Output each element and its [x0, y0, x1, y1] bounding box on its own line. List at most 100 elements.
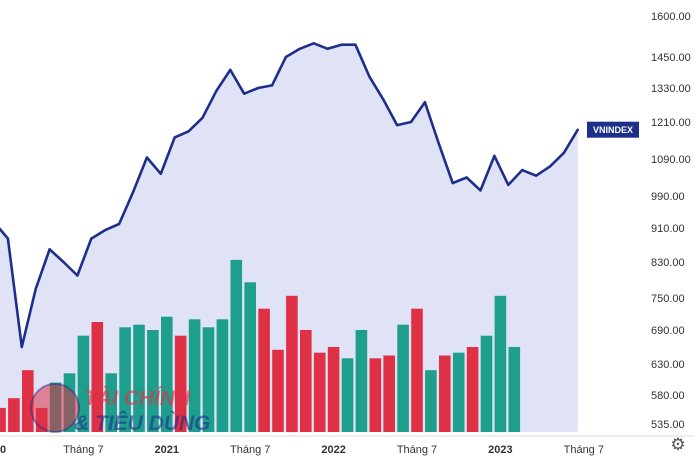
- price-point-2022-01: [270, 84, 274, 87]
- price-point-2021-01: [104, 228, 107, 232]
- volume-bar-2022-12: [425, 370, 437, 432]
- price-point-2023-02: [451, 181, 454, 185]
- x-tick-label: Tháng 7: [397, 444, 437, 456]
- x-tick-label: Tháng 7: [564, 444, 604, 456]
- gear-icon[interactable]: ⚙: [670, 435, 686, 455]
- price-point-2021-02: [117, 222, 121, 226]
- watermark-line-2: & TIÊU DÙNG: [74, 411, 211, 435]
- price-point-2021-10: [229, 68, 232, 72]
- price-point-2023-08: [534, 174, 538, 177]
- price-point-2023-06: [507, 183, 510, 187]
- x-axis: 20 Tháng 7 2021 Tháng 7 2022 Tháng 7 2023 Tháng…: [0, 435, 695, 456]
- volume-bar-2022-11: [411, 308, 423, 432]
- x-tick-label: 20: [0, 444, 6, 456]
- price-point-2023-05: [493, 154, 496, 158]
- vnindex-tag-label: VNINDEX: [593, 125, 633, 135]
- price-point-2022-06: [340, 43, 343, 46]
- volume-bar-2022-03: [300, 330, 312, 432]
- vnindex-tag: [587, 121, 639, 138]
- volume-bar-2020-05: [0, 407, 6, 432]
- price-point-2022-02: [284, 55, 288, 59]
- volume-bar-2020-06: [8, 398, 20, 432]
- price-point-2022-09: [382, 98, 385, 101]
- volume-bar-2021-10: [230, 259, 243, 432]
- price-point-2023-04: [479, 189, 482, 192]
- volume-bar-2021-02: [119, 327, 131, 432]
- volume-bar-2021-11: [244, 282, 256, 433]
- price-point-2023-11: [576, 128, 579, 131]
- volume-bar-2022-02: [286, 295, 298, 433]
- volume-bar-2021-05: [161, 316, 173, 432]
- price-point-2021-07: [187, 130, 190, 133]
- price-point-2022-10: [395, 123, 399, 127]
- price-point-2022-03: [298, 47, 301, 50]
- y-tick-label: 750.00: [651, 293, 685, 305]
- price-point-2022-08: [368, 75, 371, 78]
- price-point-2023-10: [562, 151, 566, 154]
- volume-bar-2021-04: [147, 330, 159, 432]
- x-tick-label: Tháng 7: [63, 444, 103, 456]
- volume-bar-2020-07: [22, 370, 34, 432]
- volume-bar-2022-05: [327, 347, 340, 432]
- volume-bar-2022-04: [313, 352, 326, 432]
- price-point-2021-05: [159, 172, 162, 175]
- watermark-globe-icon: [31, 384, 79, 432]
- volume-bar-2020-12: [91, 322, 104, 432]
- volume-bar-2022-10: [397, 324, 409, 432]
- volume-bar-2023-05: [494, 295, 507, 433]
- volume-bar-2023-02: [452, 352, 465, 432]
- price-point-2021-06: [173, 136, 176, 139]
- price-point-2020-12: [90, 237, 93, 240]
- last-value-label: VNINDEX: [587, 121, 639, 138]
- x-tick-label: 2022: [321, 444, 345, 456]
- y-tick-label: 1600.00: [651, 11, 691, 23]
- y-tick-label: 1450.00: [651, 52, 691, 64]
- price-point-2022-05: [326, 47, 329, 50]
- volume-bar-2020-11: [77, 335, 90, 432]
- volume-bar-2022-07: [355, 330, 368, 432]
- volume-bar-2021-03: [133, 324, 145, 432]
- price-point-2020-11: [76, 274, 79, 277]
- price-line-group: [0, 42, 579, 349]
- volume-bar-2021-08: [202, 327, 215, 432]
- price-point-2020-07: [20, 345, 23, 349]
- y-tick-label: 630.00: [651, 359, 685, 371]
- volume-bar-2023-01: [439, 355, 451, 432]
- price-point-2022-11: [409, 120, 413, 124]
- price-point-2020-09: [48, 248, 51, 251]
- price-point-2023-09: [548, 165, 552, 168]
- price-point-2021-08: [201, 116, 204, 120]
- volume-bar-2021-06: [174, 335, 187, 432]
- y-tick-label: 1330.00: [651, 83, 691, 95]
- y-tick-label: 830.00: [651, 257, 685, 269]
- watermark: TÀI CHÍNH& TIÊU DÙNG: [30, 383, 211, 435]
- volume-bar-2023-04: [480, 335, 493, 432]
- watermark-line-1: TÀI CHÍNH: [84, 387, 191, 410]
- volume-bar-2023-06: [508, 347, 521, 432]
- y-tick-label: 1210.00: [651, 117, 691, 129]
- y-tick-label: 535.00: [651, 419, 685, 431]
- y-tick-label: 990.00: [651, 191, 685, 203]
- x-tick-label: 2023: [488, 444, 512, 456]
- price-point-2020-06: [6, 237, 10, 240]
- y-tick-label: 1090.00: [651, 154, 691, 166]
- price-point-2020-10: [62, 260, 65, 264]
- y-tick-label: 580.00: [651, 390, 685, 402]
- volume-bar-2022-09: [383, 355, 395, 432]
- price-point-2023-03: [465, 176, 468, 179]
- y-axis: 1600.00 1450.00 1330.00 1210.00 1090.00 990.0…: [643, 0, 695, 436]
- price-point-2021-12: [256, 86, 260, 90]
- price-point-2023-07: [521, 168, 524, 172]
- volume-bar-2022-01: [272, 349, 284, 432]
- y-axis-band: [643, 0, 695, 436]
- volume-bar-2021-07: [188, 319, 201, 432]
- y-tick-label: 690.00: [651, 325, 685, 337]
- price-point-2023-01: [437, 142, 440, 145]
- price-point-2022-07: [354, 43, 357, 46]
- price-point-2021-11: [243, 92, 246, 95]
- y-tick-label: 910.00: [651, 223, 685, 235]
- volume-bars: [0, 259, 521, 433]
- volume-bar-2023-03: [466, 347, 479, 432]
